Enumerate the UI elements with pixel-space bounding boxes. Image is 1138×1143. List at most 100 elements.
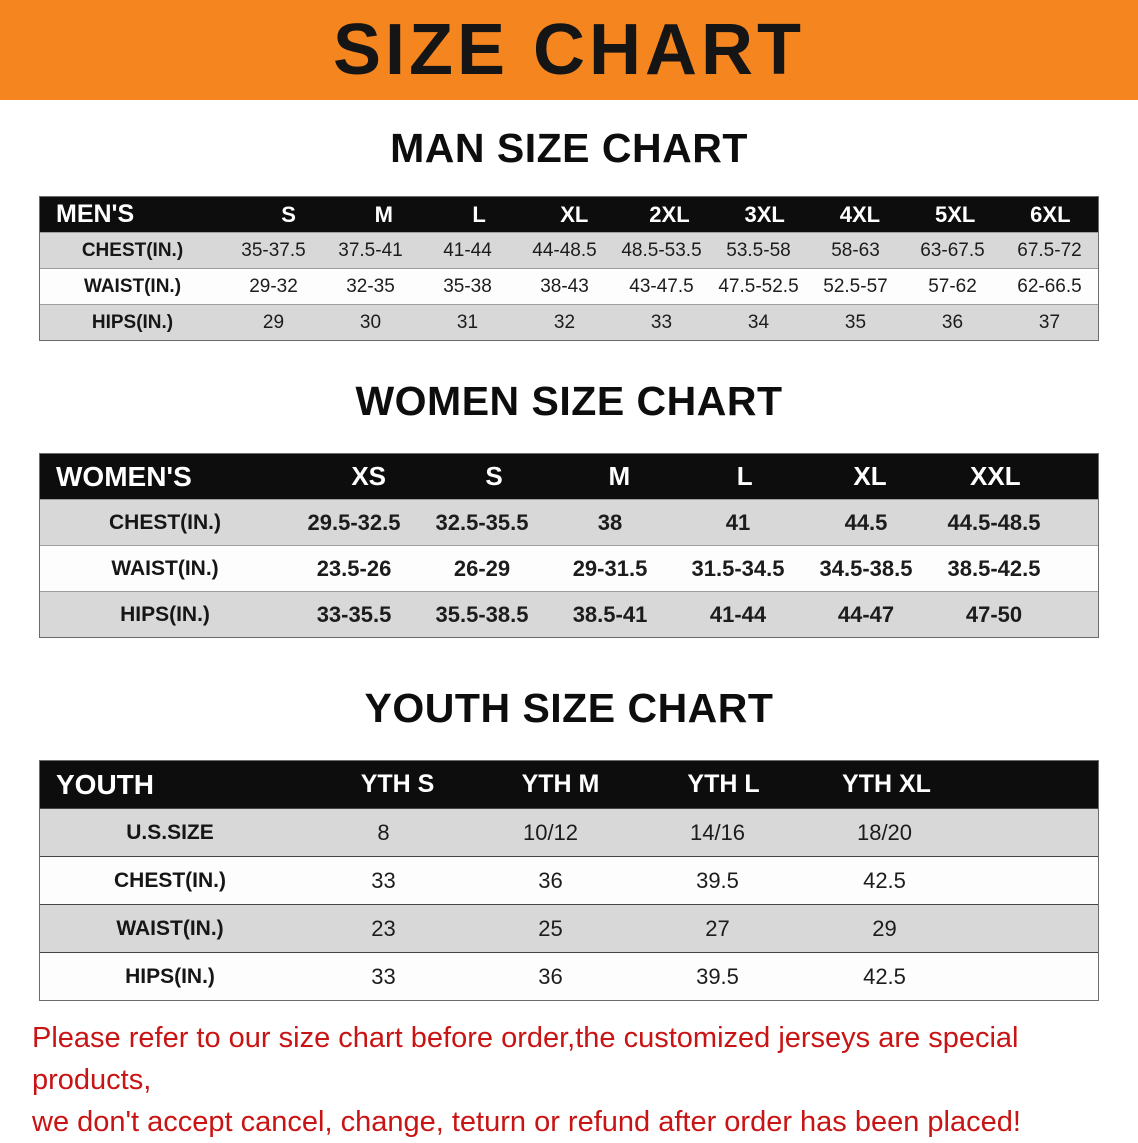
- cell-value: 36: [941, 311, 964, 333]
- men-row-waist-in-label: WAIST(IN.): [83, 275, 182, 297]
- youth-size-table: YOUTH YTH S YTH M YTH L YTH XL U.S.SIZE 8 10/12…: [39, 760, 1099, 1001]
- women-size-col-s: S: [485, 461, 503, 491]
- cell-value: 38.5-42.5: [947, 555, 1041, 581]
- cell-value: 30: [359, 311, 382, 333]
- cell-value: 31: [456, 311, 479, 333]
- cell-value: 42.5: [863, 963, 906, 989]
- youth-row-u-s-size-label: U.S.SIZE: [126, 820, 214, 844]
- cell-value: 32-35: [346, 275, 395, 297]
- cell-value: 34.5-38.5: [819, 555, 913, 581]
- cell-value: 25: [538, 915, 563, 941]
- cell-value: 34: [747, 311, 770, 333]
- cell-value: 62-66.5: [1017, 275, 1082, 297]
- cell-value: 8: [377, 819, 390, 845]
- women-row-chest-in-label: CHEST(IN.): [109, 510, 221, 534]
- women-row-chest-in: CHEST(IN.) 29.5-32.5 32.5-35.5 38 41 44.5 44.5…: [40, 499, 1098, 545]
- cell-value: 67.5-72: [1017, 239, 1082, 261]
- section-youth: YOUTH SIZE CHART YOUTH YTH S YTH M YTH L YTH …: [0, 686, 1138, 1001]
- cell-value: 32.5-35.5: [435, 509, 529, 535]
- cell-value: 29: [262, 311, 285, 333]
- women-table-header-row: WOMEN'S XS S M L XL XXL: [40, 454, 1098, 499]
- cell-value: 33: [371, 867, 396, 893]
- men-size-col-5xl: 5XL: [934, 201, 976, 227]
- men-size-col-l: L: [472, 201, 486, 227]
- cell-value: 33: [650, 311, 673, 333]
- youth-row-hips-in: HIPS(IN.) 33 36 39.5 42.5: [40, 952, 1098, 1000]
- cell-value: 29-31.5: [572, 555, 648, 581]
- youth-row-chest-in-label: CHEST(IN.): [114, 868, 226, 892]
- cell-value: 27: [705, 915, 730, 941]
- youth-table-title: YOUTH: [56, 768, 154, 800]
- cell-value: 41: [725, 509, 751, 535]
- men-row-hips-in-label: HIPS(IN.): [91, 311, 174, 333]
- cell-value: 23.5-26: [316, 555, 392, 581]
- cell-value: 29.5-32.5: [307, 509, 401, 535]
- men-table-title: MEN'S: [56, 200, 135, 228]
- cell-value: 48.5-53.5: [621, 239, 702, 261]
- youth-size-chart-heading: YOUTH SIZE CHART: [364, 685, 774, 731]
- cell-value: 53.5-58: [726, 239, 791, 261]
- men-size-chart-heading: MAN SIZE CHART: [390, 125, 748, 171]
- men-size-col-3xl: 3XL: [744, 201, 785, 227]
- women-size-col-xs: XS: [351, 461, 386, 491]
- banner: SIZE CHART: [0, 0, 1138, 100]
- cell-value: 37.5-41: [338, 239, 403, 261]
- cell-value: 23: [371, 915, 396, 941]
- banner-title: SIZE CHART: [333, 10, 805, 90]
- women-row-hips-in-label: HIPS(IN.): [120, 602, 210, 626]
- cell-value: 33-35.5: [316, 601, 392, 627]
- youth-row-chest-in: CHEST(IN.) 33 36 39.5 42.5: [40, 856, 1098, 904]
- women-size-chart-heading: WOMEN SIZE CHART: [355, 378, 783, 424]
- cell-value: 42.5: [863, 867, 906, 893]
- men-size-col-6xl: 6XL: [1030, 201, 1071, 227]
- cell-value: 41-44: [709, 601, 767, 627]
- men-size-col-m: M: [374, 201, 393, 227]
- cell-value: 35-37.5: [241, 239, 306, 261]
- cell-value: 37: [1038, 311, 1061, 333]
- section-men: MAN SIZE CHART MEN'S S M L XL 2XL 3XL 4XL 5XL 6XL C…: [0, 126, 1138, 341]
- youth-size-col-yth-l: YTH L: [687, 770, 760, 798]
- cell-value: 33: [371, 963, 396, 989]
- youth-row-waist-in: WAIST(IN.) 23 25 27 29: [40, 904, 1098, 952]
- cell-value: 47.5-52.5: [718, 275, 799, 297]
- cell-value: 41-44: [443, 239, 492, 261]
- youth-size-col-yth-m: YTH M: [521, 770, 600, 798]
- men-table-header-row: MEN'S S M L XL 2XL 3XL 4XL 5XL 6XL: [40, 197, 1098, 232]
- cell-value: 47-50: [965, 601, 1023, 627]
- cell-value: 36: [538, 867, 563, 893]
- cell-value: 58-63: [831, 239, 880, 261]
- women-size-col-m: M: [608, 461, 631, 491]
- cell-value: 44.5-48.5: [947, 509, 1041, 535]
- cell-value: 38.5-41: [572, 601, 648, 627]
- cell-value: 39.5: [696, 867, 739, 893]
- cell-value: 44-48.5: [532, 239, 597, 261]
- cell-value: 18/20: [856, 819, 913, 845]
- disclaimer-line-2: we don't accept cancel, change, teturn o…: [32, 1106, 1021, 1138]
- cell-value: 43-47.5: [629, 275, 694, 297]
- cell-value: 26-29: [453, 555, 511, 581]
- women-table-title: WOMEN'S: [56, 460, 192, 492]
- youth-size-col-yth-xl: YTH XL: [842, 770, 931, 798]
- youth-row-u-s-size: U.S.SIZE 8 10/12 14/16 18/20: [40, 808, 1098, 856]
- men-size-table: MEN'S S M L XL 2XL 3XL 4XL 5XL 6XL CHEST(IN.) 35-37…: [39, 196, 1099, 341]
- men-row-waist-in: WAIST(IN.) 29-32 32-35 35-38 38-43 43-47.5 47.…: [40, 268, 1098, 304]
- women-row-waist-in-label: WAIST(IN.): [111, 556, 219, 580]
- women-size-col-l: L: [736, 461, 753, 491]
- men-size-col-4xl: 4XL: [839, 201, 881, 227]
- cell-value: 39.5: [696, 963, 739, 989]
- youth-row-waist-in-label: WAIST(IN.): [116, 916, 224, 940]
- men-row-chest-in-label: CHEST(IN.): [81, 239, 184, 261]
- cell-value: 63-67.5: [920, 239, 985, 261]
- cell-value: 44-47: [837, 601, 895, 627]
- cell-value: 31.5-34.5: [691, 555, 785, 581]
- men-row-chest-in: CHEST(IN.) 35-37.5 37.5-41 41-44 44-48.5 48.5…: [40, 232, 1098, 268]
- cell-value: 29-32: [249, 275, 298, 297]
- women-row-hips-in: HIPS(IN.) 33-35.5 35.5-38.5 38.5-41 41-44 44-…: [40, 591, 1098, 637]
- youth-table-header-row: YOUTH YTH S YTH M YTH L YTH XL: [40, 761, 1098, 808]
- cell-value: 52.5-57: [823, 275, 888, 297]
- cell-value: 35: [844, 311, 867, 333]
- women-size-col-xl: XL: [853, 461, 887, 491]
- women-size-table: WOMEN'S XS S M L XL XXL CHEST(IN.) 29.5-32.5 32.5…: [39, 453, 1099, 638]
- men-size-col-s: S: [281, 201, 296, 227]
- cell-value: 38: [597, 509, 623, 535]
